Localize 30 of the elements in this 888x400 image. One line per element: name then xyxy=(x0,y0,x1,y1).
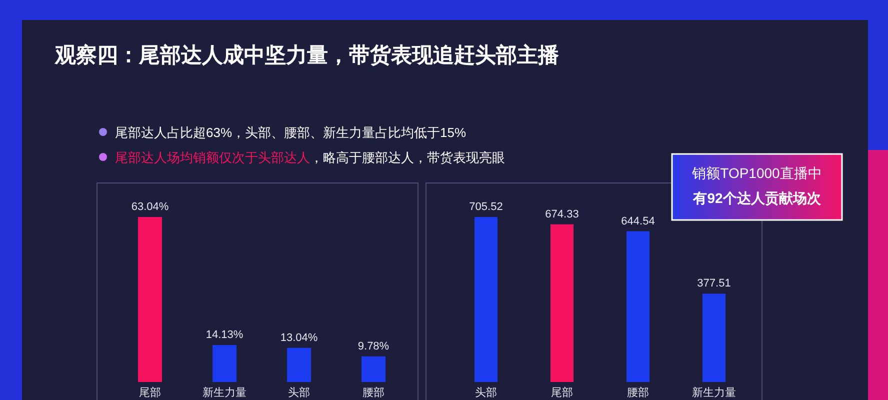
x-tick-label: 头部 xyxy=(288,386,310,399)
bar xyxy=(474,217,498,382)
bar xyxy=(702,294,726,382)
data-label: 377.51 xyxy=(697,278,731,290)
x-tick-label: 尾部 xyxy=(551,386,573,399)
data-label: 674.33 xyxy=(545,208,579,220)
bar xyxy=(287,348,311,382)
x-tick-label: 腰部 xyxy=(627,386,649,399)
bar xyxy=(550,224,574,382)
text: 有92个达人贡献场次 xyxy=(692,190,822,206)
x-tick-label: 腰部 xyxy=(362,386,384,399)
data-label: 63.04% xyxy=(131,201,169,213)
bar xyxy=(138,217,162,382)
x-tick-label: 头部 xyxy=(475,386,497,399)
bar xyxy=(212,345,236,382)
data-label: 644.54 xyxy=(621,215,655,228)
data-label: 705.52 xyxy=(469,201,503,213)
bar xyxy=(626,231,650,382)
text: 尾部达人占比超63%，头部、腰部、新生力量占比均低于15% xyxy=(115,125,466,140)
text: 尾部达人场均销额仅次于头部达人 xyxy=(115,150,310,165)
text: ，略高于腰部达人，带货表现亮眼 xyxy=(310,150,505,165)
data-label: 14.13% xyxy=(206,329,244,342)
text: 销额TOP1000直播中 xyxy=(691,165,822,181)
data-label: 9.78% xyxy=(358,340,390,352)
x-tick-label: 尾部 xyxy=(139,386,161,399)
x-tick-label: 新生力量 xyxy=(692,386,736,399)
bar xyxy=(362,356,386,382)
x-tick-label: 新生力量 xyxy=(202,386,246,399)
data-label: 13.04% xyxy=(280,332,318,344)
chart-title: 观察四：尾部达人成中坚力量，带货表现追赶头部主播 xyxy=(54,43,560,67)
